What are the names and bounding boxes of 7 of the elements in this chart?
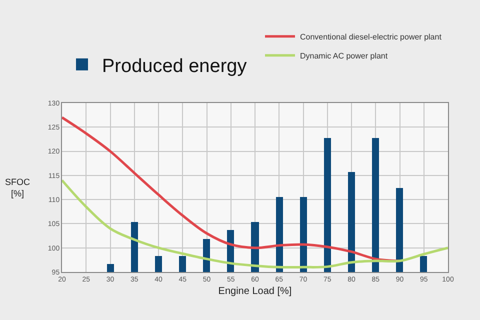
- legend-label: Dynamic AC power plant: [300, 52, 388, 60]
- x-axis-title: Engine Load [%]: [218, 286, 292, 297]
- line-series: [62, 116, 401, 262]
- legend-label: Conventional diesel-electric power plant: [300, 32, 442, 42]
- y-axis-title: SFOC [%]: [5, 177, 30, 199]
- legend-label: Produced energy: [102, 56, 248, 77]
- line-series: [62, 179, 448, 269]
